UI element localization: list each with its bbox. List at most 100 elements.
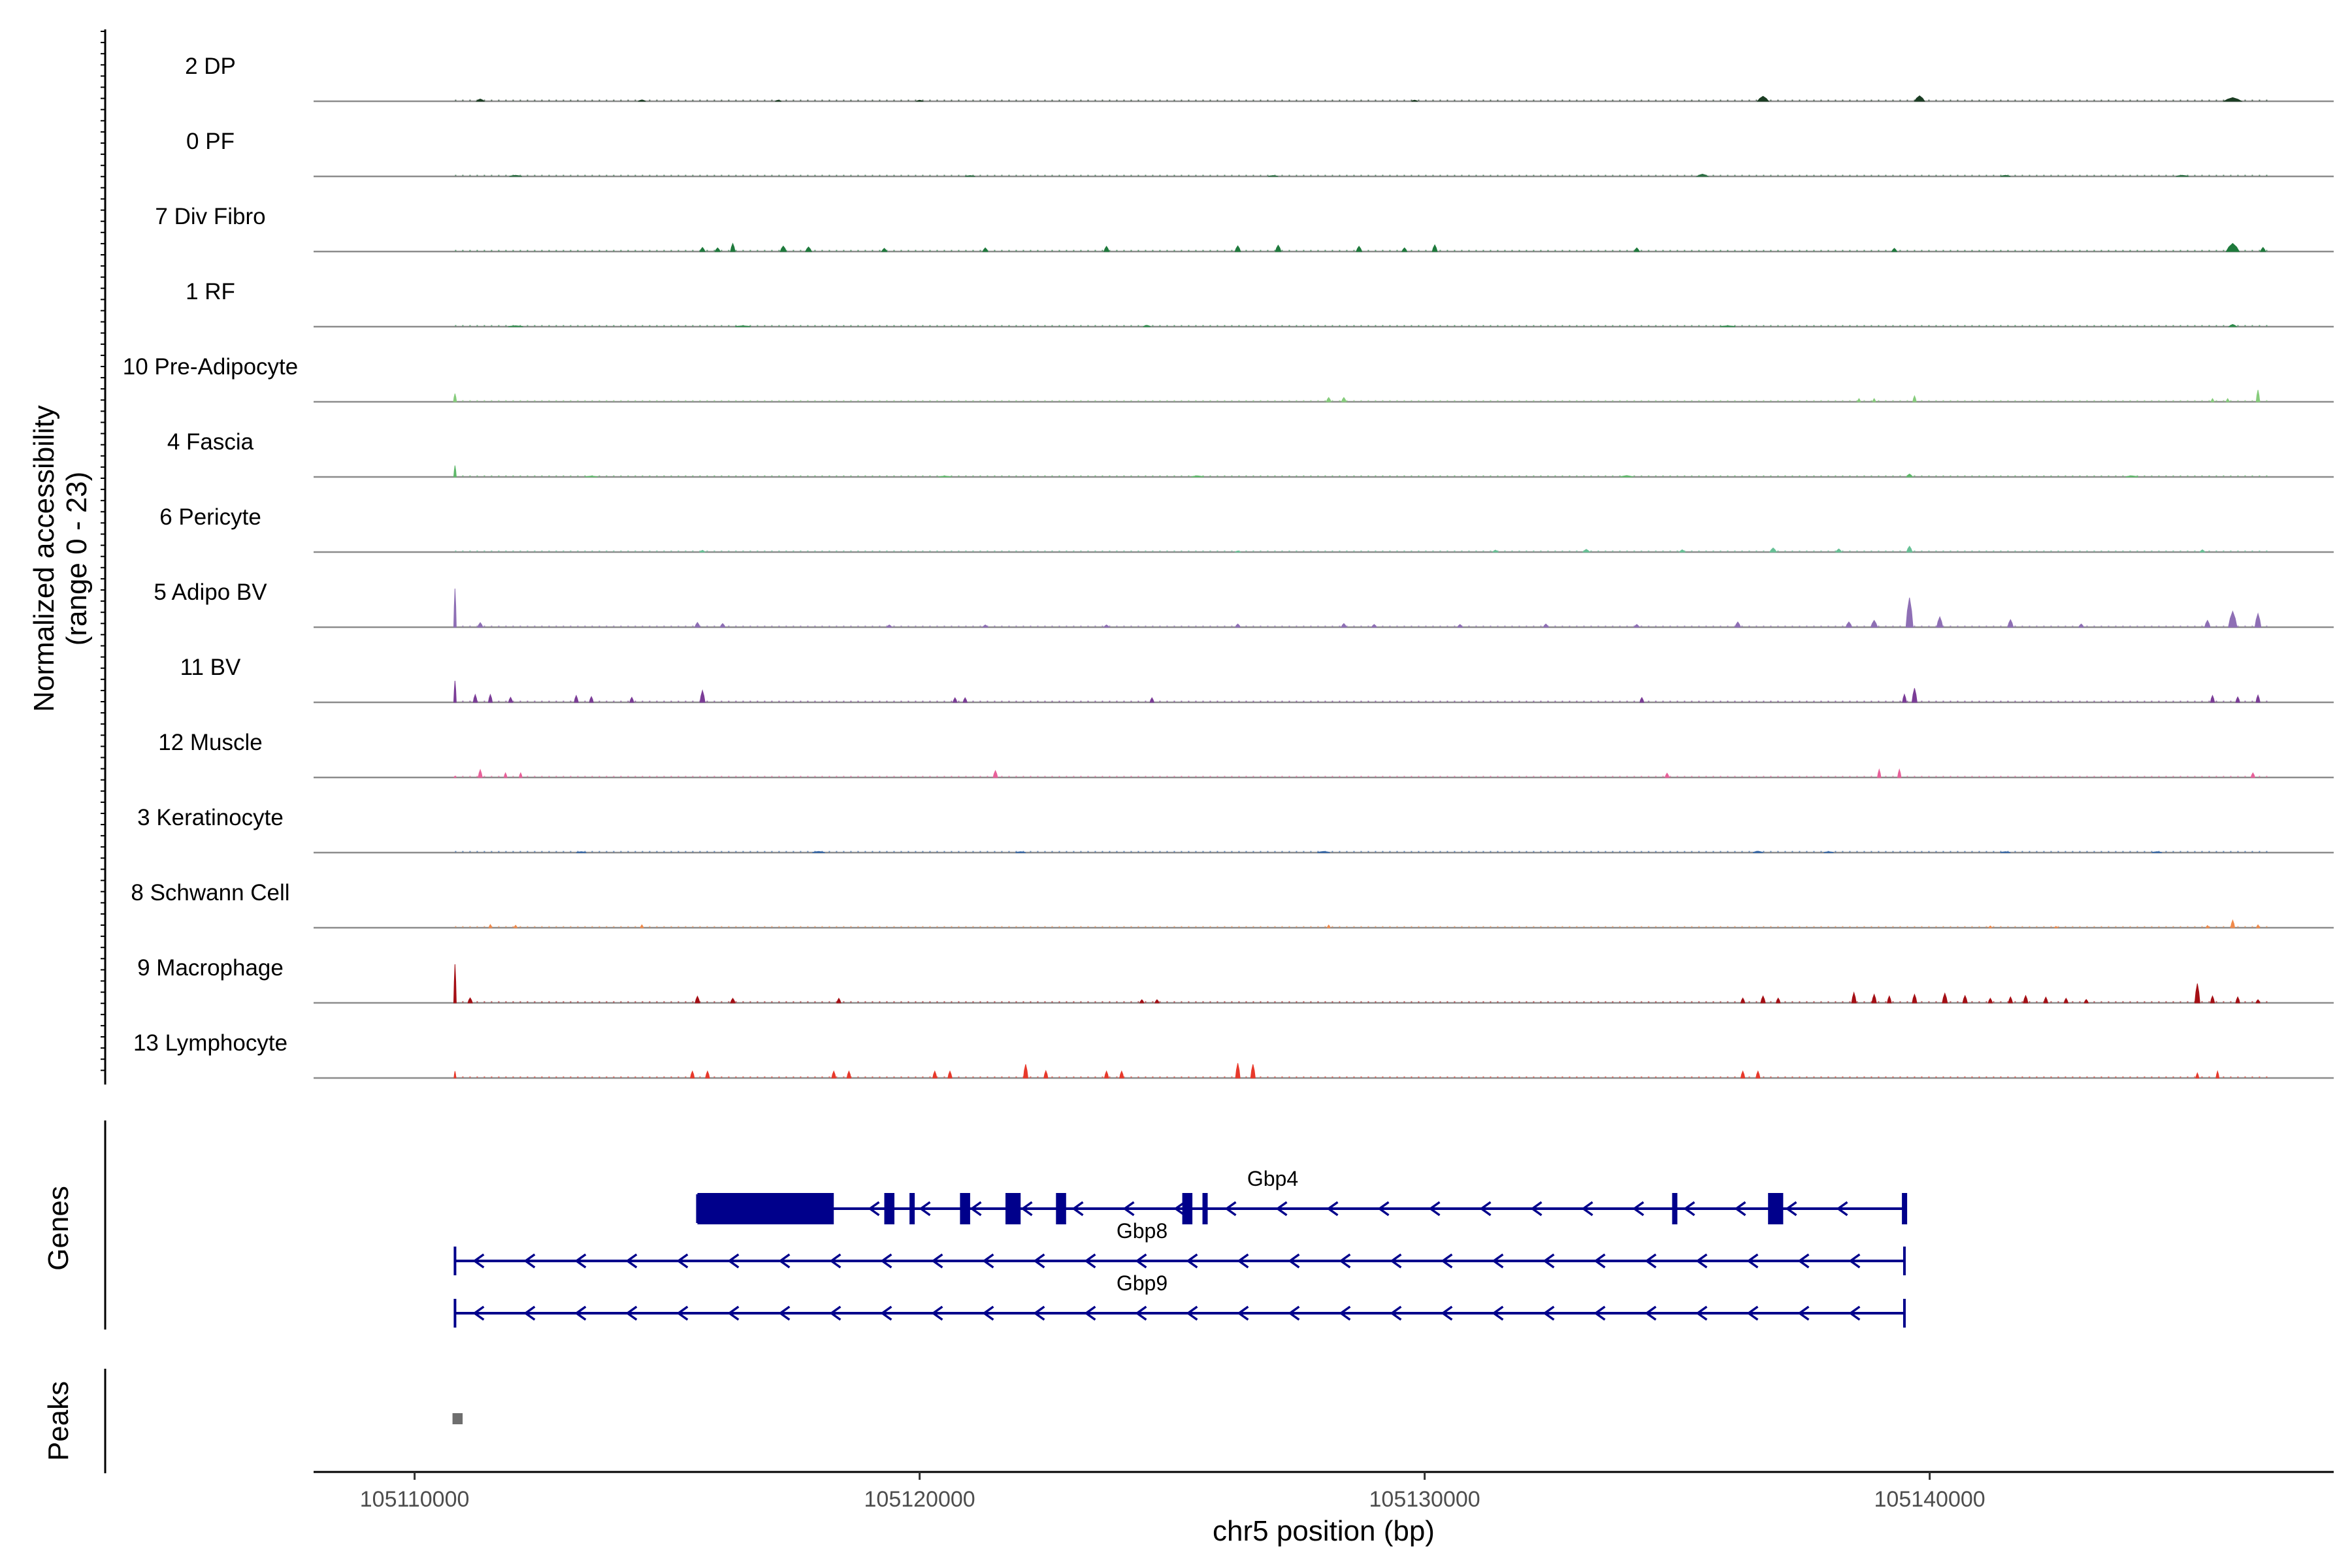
coverage-peak (453, 1071, 457, 1079)
coverage-peak (1234, 245, 1241, 252)
coverage-peak (2195, 1071, 2200, 1079)
coverage-peak (2078, 623, 2085, 628)
strand-arrow (1492, 1253, 1504, 1269)
strand-arrow (880, 1253, 892, 1269)
strand-arrow (1186, 1305, 1198, 1321)
coverage-peak (1456, 624, 1463, 628)
coverage-peak (1823, 851, 1834, 853)
coverage-peak (1857, 398, 1861, 402)
coverage-peak (475, 98, 485, 102)
coverage-peak (2008, 996, 2014, 1004)
strand-arrow (1135, 1305, 1147, 1321)
coverage-peak (938, 476, 952, 478)
coverage-peak (1411, 99, 1418, 102)
coverage-peak (730, 242, 736, 252)
coverage-peak (2255, 389, 2261, 402)
strand-arrow (880, 1305, 892, 1321)
strand-arrow (523, 1305, 536, 1321)
coverage-peak (1103, 624, 1110, 628)
strand-arrow (1135, 1253, 1147, 1269)
coverage-peak (1371, 624, 1378, 628)
coverage-peak (1734, 621, 1741, 628)
coverage-peak (1341, 397, 1347, 402)
coverage-peak (1740, 997, 1746, 1004)
coverage-peak (518, 772, 523, 778)
coverage-peak (1015, 851, 1026, 853)
exon (1672, 1193, 1678, 1224)
strand-arrow (1224, 1201, 1237, 1217)
peak-region (452, 1413, 463, 1424)
coverage-peak (735, 325, 751, 327)
track-label: 10 Pre-Adipocyte (123, 354, 298, 380)
coverage-peak (509, 174, 523, 177)
coverage-peak (585, 476, 598, 478)
track-label: 2 DP (185, 54, 236, 79)
strand-arrow (1339, 1253, 1351, 1269)
coverage-peak (1633, 247, 1640, 252)
exon (909, 1193, 915, 1224)
coverage-peak (1906, 546, 1913, 553)
coverage-peak (846, 1070, 852, 1079)
strand-arrow (1746, 1305, 1759, 1321)
coverage-peak (2199, 549, 2206, 553)
strand-arrow (625, 1305, 638, 1321)
coverage-peak (1639, 696, 1644, 703)
coverage-peak (719, 623, 726, 628)
strand-arrow (829, 1253, 841, 1269)
strand-arrow (1695, 1305, 1708, 1321)
coverage-peak (1275, 244, 1282, 252)
gene-label: Gbp4 (1247, 1167, 1298, 1190)
strand-arrow (1734, 1201, 1746, 1217)
peak-track (452, 1413, 463, 1424)
coverage-peak (1620, 475, 1633, 478)
exon (1202, 1193, 1208, 1224)
coverage-peak (638, 99, 646, 102)
coverage-y-axis-ticks (101, 31, 105, 1071)
strand-arrow (1581, 1201, 1593, 1217)
strand-arrow (1836, 1201, 1848, 1217)
coverage-peak (2255, 694, 2261, 703)
coverage-peak (2205, 924, 2210, 928)
y-axis-title-line2: (range 0 - 23) (61, 472, 93, 646)
coverage-peak (2083, 999, 2089, 1004)
strand-arrow (1543, 1253, 1555, 1269)
strand-arrow (523, 1253, 536, 1269)
coverage-peak (1851, 991, 1857, 1004)
coverage-peak (1877, 768, 1882, 778)
track-label: 0 PF (186, 129, 235, 154)
coverage-peak (947, 1070, 953, 1079)
track-3-keratinocyte: 3 Keratinocyte (137, 805, 2334, 854)
strand-arrow (1593, 1305, 1606, 1321)
strand-arrow (1543, 1305, 1555, 1321)
coverage-peak (779, 245, 787, 252)
coverage-peak (699, 246, 706, 252)
strand-arrow (1339, 1305, 1351, 1321)
strand-arrow (472, 1305, 485, 1321)
strand-arrow (1237, 1305, 1249, 1321)
strand-arrow (982, 1253, 994, 1269)
strand-arrow (1390, 1305, 1402, 1321)
coverage-peak (1740, 1070, 1746, 1079)
coverage-peak (477, 622, 483, 628)
coverage-peak (1149, 697, 1154, 703)
track-6-pericyte: 6 Pericyte (159, 504, 2334, 553)
gene-gbp4: Gbp4 (696, 1167, 1908, 1224)
coverage-peak (2176, 174, 2189, 177)
exon (1182, 1193, 1193, 1224)
coverage-peak (1143, 325, 1151, 327)
coverage-peak (467, 997, 473, 1004)
coverage-peak (2204, 619, 2211, 628)
coverage-peak (699, 689, 706, 703)
peaks-panel-label: Peaks (42, 1381, 74, 1461)
coverage-peak (1664, 772, 1670, 778)
coverage-peak (1582, 549, 1591, 553)
track-13-lymphocyte: 13 Lymphocyte (133, 1030, 2334, 1079)
coverage-peak (1870, 619, 1878, 628)
coverage-peak (1752, 851, 1763, 853)
strand-arrow (970, 1201, 982, 1217)
coverage-peak (1139, 999, 1145, 1004)
strand-arrow (676, 1253, 689, 1269)
coverage-peak (690, 1070, 695, 1079)
coverage-peak (478, 768, 483, 778)
